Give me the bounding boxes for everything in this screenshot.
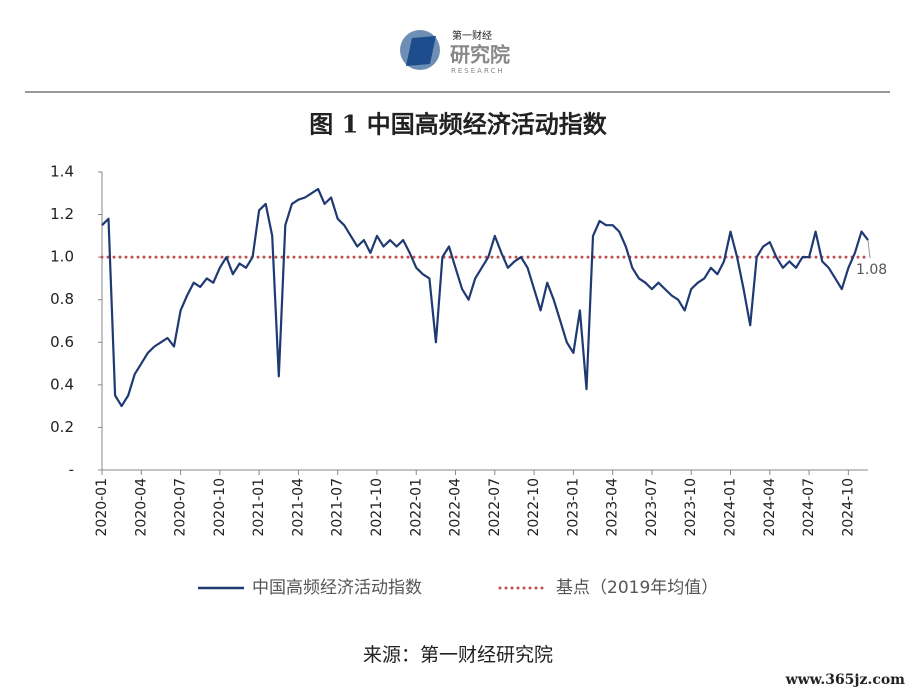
logo-top: 第一财经 [452, 29, 492, 42]
x-tick-label: 2020-10 [212, 478, 228, 537]
legend-label: 基点（2019年均值） [556, 578, 718, 598]
line-series [101, 187, 869, 408]
x-tick-label: 2024-10 [840, 478, 856, 537]
x-tick-label: 2021-07 [330, 478, 346, 537]
y-tick-label: 0.4 [50, 375, 74, 393]
logo-name: 研究院 [450, 43, 510, 67]
x-tick-label: 2024-01 [723, 478, 739, 537]
x-tick-label: 2021-04 [290, 478, 306, 537]
y-tick-label: 0.8 [50, 290, 74, 308]
logo-icon-inner [406, 36, 436, 66]
x-tick-label: 2022-10 [526, 478, 542, 537]
chart-title: 图 1 中国高频经济活动指数 [309, 110, 607, 139]
x-tick-label: 2023-04 [605, 478, 621, 537]
x-tick-label: 2020-01 [94, 478, 110, 537]
annotation: 1.08 [856, 262, 887, 278]
legend-label: 中国高频经济活动指数 [252, 578, 422, 598]
x-tick-label: 2021-10 [369, 478, 385, 537]
annotation-leader [867, 240, 871, 259]
x-tick-label: 2020-04 [133, 478, 149, 537]
x-tick-label: 2024-04 [762, 478, 778, 537]
y-tick-label: 0.2 [50, 418, 74, 436]
y-tick-label: 1.2 [50, 205, 74, 223]
x-tick-label: 2023-07 [644, 478, 660, 537]
x-tick-label: 2022-07 [487, 478, 503, 536]
x-tick-label: 2021-01 [251, 478, 267, 537]
x-tick-label: 2022-04 [448, 478, 464, 537]
y-tick-label: 1.4 [50, 163, 74, 181]
y-tick-label: - [69, 461, 74, 479]
watermark: www.365jz.com [785, 672, 906, 688]
x-tick-label: 2023-10 [683, 478, 699, 537]
y-tick-label: 1.0 [50, 248, 74, 266]
x-tick-label: 2024-07 [801, 478, 817, 537]
source: 来源：第一财经研究院 [363, 644, 553, 666]
x-tick-label: 2020-07 [173, 478, 189, 537]
y-tick-label: 0.6 [50, 333, 74, 351]
x-tick-label: 2023-01 [565, 478, 581, 537]
logo-sub: RESEARCH [451, 67, 505, 75]
x-tick-label: 2022-01 [408, 478, 424, 537]
